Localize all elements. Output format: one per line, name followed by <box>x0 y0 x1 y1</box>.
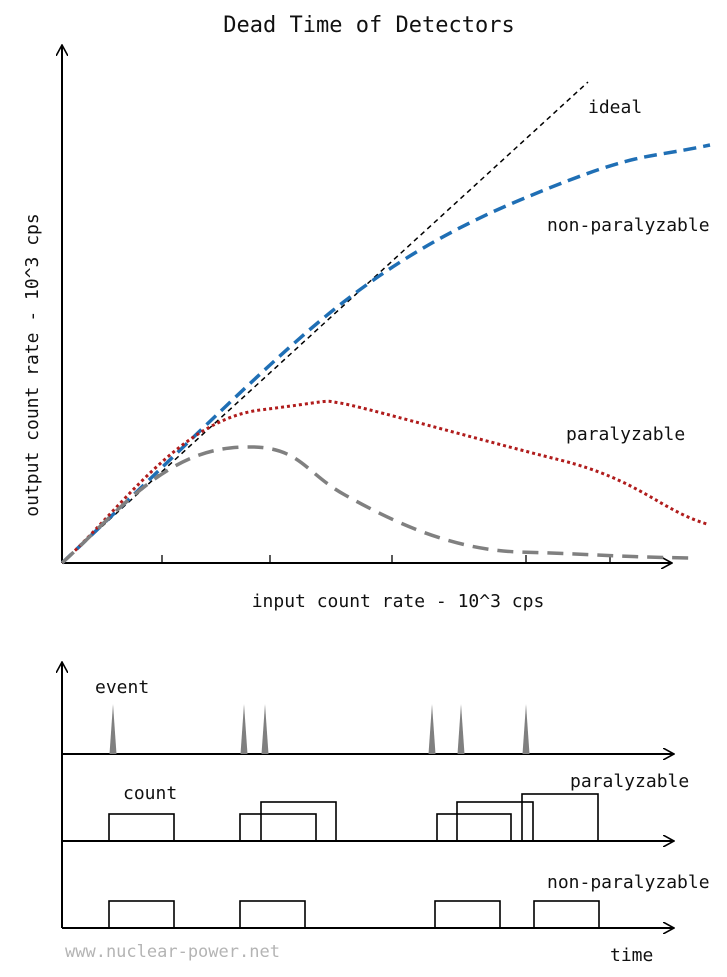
event-spike <box>457 704 465 754</box>
count-pulse <box>436 813 512 842</box>
paralyzable-row-label: paralyzable <box>570 771 689 792</box>
non-paralyzable-curve <box>60 143 711 565</box>
x-axis-ticks <box>161 555 611 563</box>
event-label: event <box>95 677 149 698</box>
paralyzable-label: paralyzable <box>566 424 685 445</box>
non-paralyzable-row-label: non-paralyzable <box>547 872 710 893</box>
non-paralyzable-label: non-paralyzable <box>547 215 710 236</box>
count-pulse <box>260 801 337 842</box>
watermark: www.nuclear-power.net <box>65 942 280 962</box>
paralyzable-pulses <box>108 793 599 842</box>
count-pulse <box>521 793 599 842</box>
count-pulse <box>108 900 175 929</box>
count-pulse <box>456 801 534 842</box>
y-axis-label: output count rate - 10^3 cps <box>22 213 43 516</box>
ideal-curve <box>61 81 589 564</box>
gray-curve <box>60 445 691 565</box>
count-pulse <box>239 900 306 929</box>
timeline-diagram: event count paralyzable non-paralyzable … <box>62 662 710 966</box>
event-spike <box>261 704 269 754</box>
paralyzable-curve <box>60 399 708 565</box>
event-spikes <box>109 704 530 754</box>
count-pulse <box>434 900 501 929</box>
figure-title: Dead Time of Detectors <box>223 13 514 38</box>
count-label: count <box>123 783 177 804</box>
count-pulse <box>239 813 317 842</box>
top-chart: ideal non-paralyzable paralyzable input … <box>22 45 711 612</box>
event-spike <box>522 704 530 754</box>
ideal-label: ideal <box>588 97 642 118</box>
event-spike <box>240 704 248 754</box>
time-axis-label: time <box>610 945 653 966</box>
event-spike <box>428 704 436 754</box>
event-spike <box>109 704 117 754</box>
x-axis-label: input count rate - 10^3 cps <box>252 591 545 612</box>
non-paralyzable-pulses <box>108 900 600 929</box>
count-pulse <box>108 813 175 842</box>
count-pulse <box>533 900 600 929</box>
